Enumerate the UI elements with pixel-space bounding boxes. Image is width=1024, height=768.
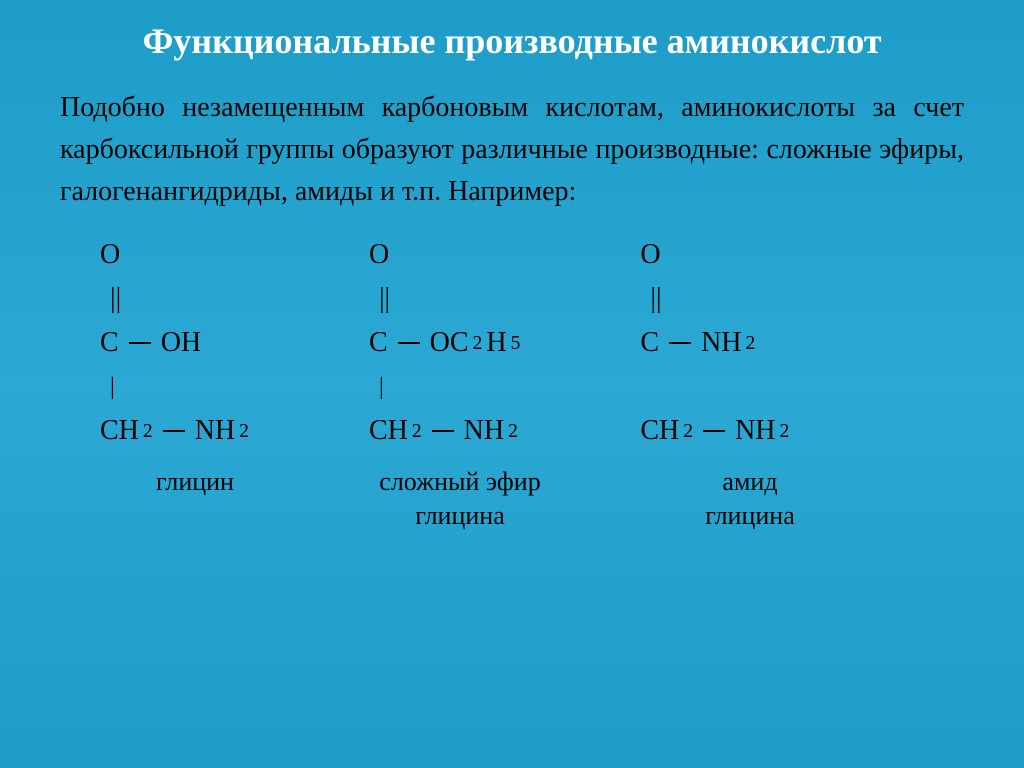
single-bond <box>703 430 725 432</box>
atom-c-row: COH <box>100 321 201 365</box>
atom-ch2-row: CH2NH2 <box>640 409 789 453</box>
formula-amide: O || CNH2 | CH2NH2 <box>640 233 789 453</box>
formula-labels: глицин сложный эфирглицина амидглицина <box>60 465 964 533</box>
atom-o: O <box>640 233 660 277</box>
single-bond <box>163 430 185 432</box>
atom-ch2-row: CH2NH2 <box>100 409 249 453</box>
atom-c-row: COC2H5 <box>369 321 520 365</box>
slide-container: Функциональные производные аминокислот П… <box>0 0 1024 768</box>
formula-ester: O || COC2H5 | CH2NH2 <box>369 233 520 453</box>
atom-o: O <box>369 233 389 277</box>
atom-o: O <box>100 233 120 277</box>
double-bond: || <box>640 277 661 321</box>
single-bond <box>432 430 454 432</box>
single-bond-vert: | <box>100 365 115 409</box>
formula-glycine: O || COH | CH2NH2 <box>100 233 249 453</box>
atom-ch2-row: CH2NH2 <box>369 409 518 453</box>
label-ester: сложный эфирглицина <box>330 465 590 533</box>
formula-row: O || COH | CH2NH2 O || COC2H5 | CH2NH2 O… <box>60 233 964 453</box>
single-bond <box>129 342 151 344</box>
slide-body-text: Подобно незамещенным карбоновым кислотам… <box>60 87 964 213</box>
single-bond-vert: | <box>369 365 384 409</box>
label-glycine: глицин <box>120 465 270 533</box>
label-amide: амидглицина <box>650 465 850 533</box>
double-bond: || <box>100 277 121 321</box>
slide-title: Функциональные производные аминокислот <box>60 20 964 63</box>
atom-c-row: CNH2 <box>640 321 755 365</box>
double-bond: || <box>369 277 390 321</box>
single-bond <box>669 342 691 344</box>
single-bond <box>398 342 420 344</box>
